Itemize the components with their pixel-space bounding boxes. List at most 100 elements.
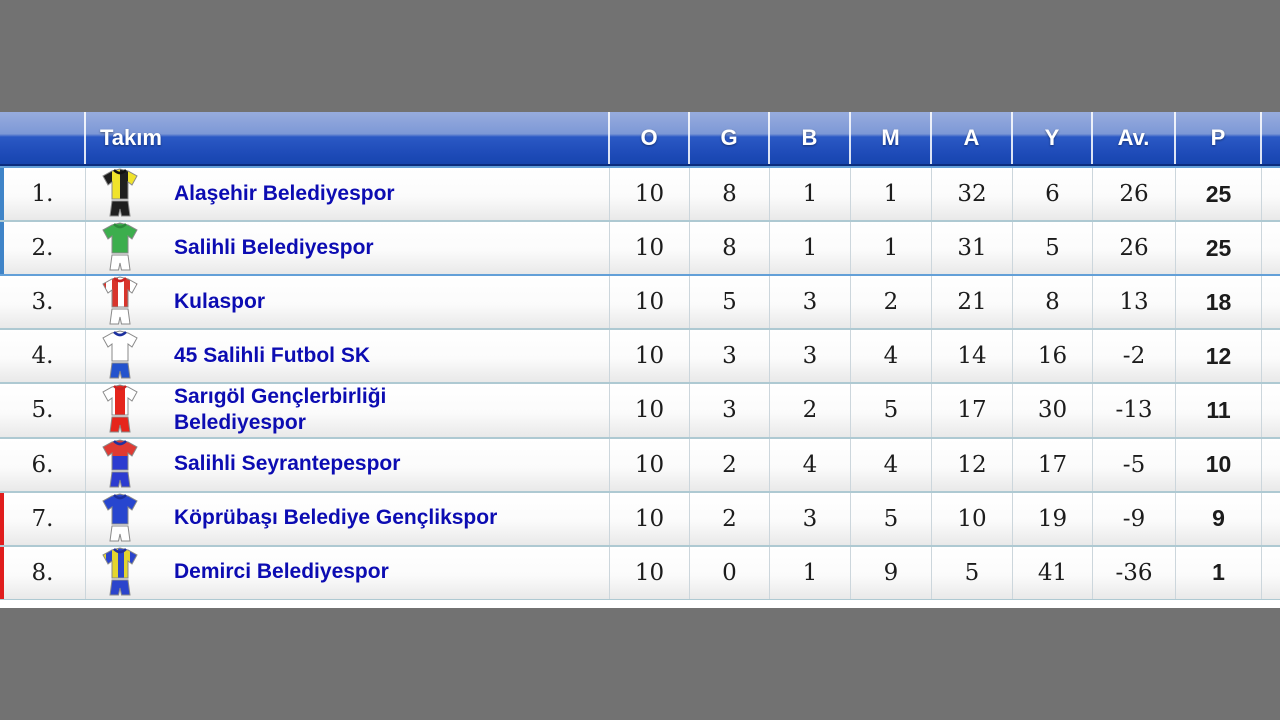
table-header-row: Takım O G B M A Y Av. P [0,112,1280,166]
stat-goal-diff: -2 [1093,330,1176,382]
stat-draws: 2 [770,384,851,437]
stat-draws: 1 [770,546,851,599]
table-row: 4. 45 Salihli Futbol SK 10 3 3 4 14 16 -… [0,330,1280,384]
stat-wins: 2 [690,438,770,491]
rank-cell: 2. [0,222,86,274]
header-rank [0,112,86,164]
stat-goals-against: 30 [1013,384,1093,437]
stat-points: 12 [1176,330,1262,382]
team-name-link[interactable]: Salihli Seyrantepespor [174,452,401,476]
table-row: 1. Alaşehir Belediyespor 10 8 1 1 32 6 2… [0,166,1280,222]
team-name-link[interactable]: Demirci Belediyespor [174,560,389,584]
header-points: P [1176,112,1262,164]
team-cell[interactable]: Salihli Belediyespor [86,222,610,274]
stat-goals-against: 17 [1013,438,1093,491]
stat-losses: 5 [851,384,932,437]
rank-label: 2. [31,235,54,261]
stat-goals-for: 21 [932,276,1013,328]
stat-draws: 3 [770,330,851,382]
table-body: 1. Alaşehir Belediyespor 10 8 1 1 32 6 2… [0,166,1280,601]
stat-goals-for: 12 [932,438,1013,491]
stat-losses: 9 [851,546,932,599]
team-cell[interactable]: Köprübaşı Belediye Gençlikspor [86,492,610,545]
blue-white-kit-icon [100,492,140,545]
stat-played: 10 [610,276,690,328]
cutoff-cell [1262,547,1280,599]
stat-wins: 0 [690,546,770,599]
stat-played: 10 [610,492,690,545]
team-name-link[interactable]: Köprübaşı Belediye Gençlikspor [174,506,498,530]
table-row: 8. Demirci Belediyespor 10 0 1 9 5 41 -3… [0,546,1280,601]
cutoff-cell [1262,439,1280,491]
stat-goals-against: 19 [1013,492,1093,545]
stat-points: 11 [1176,384,1262,437]
table-row: 7. Köprübaşı Belediye Gençlikspor 10 2 3… [0,492,1280,547]
stat-draws: 3 [770,492,851,545]
stat-wins: 3 [690,384,770,437]
cutoff-cell [1262,330,1280,382]
stat-goals-for: 31 [932,222,1013,274]
cutoff-cell [1262,276,1280,328]
team-cell[interactable]: Sarıgöl Gençlerbirliği Belediyespor [86,384,610,437]
rank-label: 6. [31,451,54,478]
red-blue-kit-icon [100,438,140,491]
rank-label: 1. [31,181,54,207]
stat-goals-against: 16 [1013,330,1093,382]
red-white-striped-kit-icon [100,276,140,328]
header-losses: M [851,112,932,164]
stat-goals-against: 8 [1013,276,1093,328]
header-wins: G [690,112,770,164]
stat-goals-for: 14 [932,330,1013,382]
team-name-link[interactable]: Sarıgöl Gençlerbirliği Belediyespor [174,385,387,435]
header-goal-diff: Av. [1093,112,1176,164]
stat-goals-for: 5 [932,546,1013,599]
stat-points: 25 [1176,222,1262,274]
table-bottom-strip [0,600,1280,608]
rank-cell: 7. [0,492,86,545]
team-name-link[interactable]: Kulaspor [174,289,266,313]
stat-losses: 1 [851,168,932,220]
stat-goals-against: 5 [1013,222,1093,274]
stat-wins: 2 [690,492,770,545]
stat-draws: 4 [770,438,851,491]
stat-played: 10 [610,384,690,437]
cutoff-cell [1262,493,1280,545]
header-team: Takım [86,112,610,164]
stat-played: 10 [610,438,690,491]
rank-label: 4. [31,343,54,369]
stat-points: 1 [1176,546,1262,599]
stat-losses: 5 [851,492,932,545]
team-cell[interactable]: 45 Salihli Futbol SK [86,330,610,382]
stat-goals-against: 41 [1013,546,1093,599]
team-cell[interactable]: Kulaspor [86,276,610,328]
rank-label: 8. [31,559,54,586]
header-goals-against: Y [1013,112,1093,164]
stat-goals-for: 10 [932,492,1013,545]
stat-points: 25 [1176,168,1262,220]
stat-points: 18 [1176,276,1262,328]
cutoff-cell [1262,384,1280,437]
table-row: 2. Salihli Belediyespor 10 8 1 1 31 5 26… [0,222,1280,276]
rank-cell: 4. [0,330,86,382]
black-yellow-quartered-kit-icon [100,168,140,220]
stat-goal-diff: -9 [1093,492,1176,545]
team-cell[interactable]: Alaşehir Belediyespor [86,168,610,220]
stat-wins: 8 [690,222,770,274]
green-white-kit-icon [100,222,140,274]
team-name-link[interactable]: 45 Salihli Futbol SK [174,343,371,367]
team-cell[interactable]: Salihli Seyrantepespor [86,438,610,491]
stat-goals-for: 32 [932,168,1013,220]
team-cell[interactable]: Demirci Belediyespor [86,546,610,599]
cutoff-cell [1262,168,1280,220]
header-played: O [610,112,690,164]
team-name-link[interactable]: Salihli Belediyespor [174,235,374,259]
rank-label: 3. [31,289,54,315]
stat-draws: 1 [770,222,851,274]
stat-points: 10 [1176,438,1262,491]
table-row: 5. Sarıgöl Gençlerbirliği Belediyespor 1… [0,384,1280,439]
stat-losses: 4 [851,330,932,382]
stat-goal-diff: 13 [1093,276,1176,328]
stat-points: 9 [1176,492,1262,545]
team-name-link[interactable]: Alaşehir Belediyespor [174,181,395,205]
cutoff-cell [1262,222,1280,274]
